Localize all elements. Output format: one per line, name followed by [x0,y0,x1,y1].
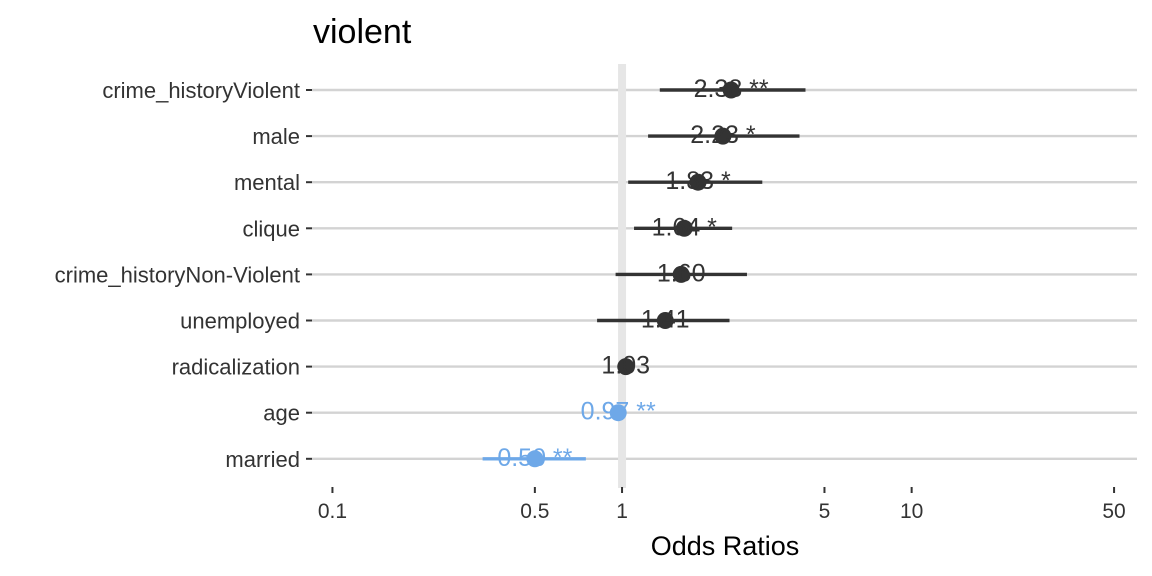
estimate-label: 1.83 * [665,167,731,195]
x-axis: 0.1 0.5 1 5 10 50 [318,487,1126,523]
x-tick-label: 0.5 [520,500,549,523]
estimate-point [675,219,693,237]
estimate-label: 0.97 ** [581,398,656,426]
y-tick-label: clique [243,216,300,241]
y-tick-label: crime_historyNon-Violent [55,262,300,287]
y-tick-label: crime_historyViolent [102,78,300,103]
y-tick-label: radicalization [172,355,300,380]
estimate-point [689,173,707,191]
estimate-label: 1.64 * [652,213,718,241]
estimate-point [714,127,732,145]
estimate-label: 1.03 [601,352,650,380]
x-tick-label: 5 [819,500,831,523]
x-axis-title: Odds Ratios [651,531,800,561]
estimate-point [526,450,544,468]
x-tick-label: 1 [616,500,628,523]
y-tick-label: married [225,447,300,472]
chart-title: violent [313,13,412,51]
estimates: 2.38 ** 2.23 * 1.83 * 1.64 * 1.60 1.41 1.03 0.9… [482,75,806,472]
estimate-label: 0.50 ** [497,444,572,472]
estimate-point [672,265,690,283]
estimate-point [722,81,740,99]
estimate-label: 1.60 [657,259,706,287]
estimate-label: 2.23 * [690,121,756,149]
y-tick-label: male [252,124,300,149]
x-tick-label: 10 [900,500,923,523]
x-tick-label: 0.1 [318,500,347,523]
y-tick-label: unemployed [180,309,300,334]
x-tick-label: 50 [1102,500,1125,523]
estimate-point [617,358,635,376]
estimate-label: 2.38 ** [694,75,769,103]
y-tick-label: mental [234,170,300,195]
y-tick-label: age [263,401,300,426]
estimate-label: 1.41 [641,306,690,334]
estimate-point [609,404,627,422]
estimate-point [656,312,674,329]
